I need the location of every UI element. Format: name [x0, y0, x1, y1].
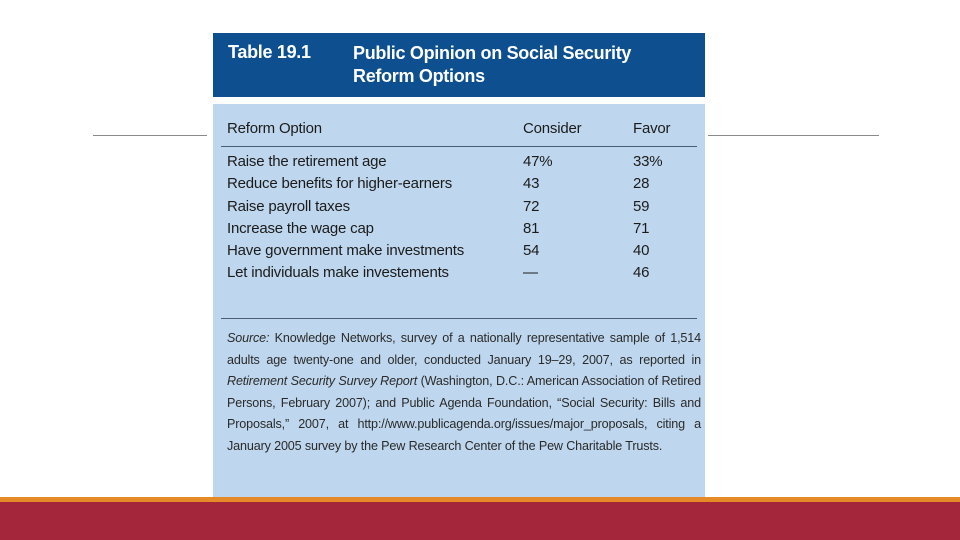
table-row: Let individuals make investements — 46	[213, 263, 705, 285]
source-report-title: Retirement Security Survey Report	[227, 374, 418, 389]
row-favor: 40	[633, 242, 650, 260]
source-text-2: (Washington, D.C.: American Association …	[227, 374, 701, 453]
row-favor: 46	[633, 264, 650, 282]
decorative-rule-right	[707, 135, 879, 136]
source-text-1: Knowledge Networks, survey of a national…	[227, 331, 701, 367]
row-consider: 43	[523, 175, 540, 193]
table-body: Reform Option Consider Favor Raise the r…	[213, 104, 705, 498]
table-number: Table 19.1	[228, 42, 311, 62]
row-option: Raise payroll taxes	[227, 197, 350, 215]
header-consider: Consider	[523, 120, 582, 137]
row-consider: 81	[523, 219, 540, 237]
table-title-bar: Table 19.1 Public Opinion on Social Secu…	[213, 33, 705, 97]
source-note: Source: Knowledge Networks, survey of a …	[227, 328, 701, 458]
row-favor: 71	[633, 219, 650, 237]
table-row: Raise the retirement age 47% 33%	[213, 152, 705, 174]
table-rows: Raise the retirement age 47% 33% Reduce …	[213, 152, 705, 286]
row-option: Have government make investments	[227, 242, 465, 260]
header-favor: Favor	[633, 120, 671, 137]
row-favor: 33%	[633, 153, 663, 170]
table-row: Have government make investments 54 40	[213, 241, 705, 263]
row-consider: —	[523, 264, 538, 282]
row-option: Let individuals make investements	[227, 264, 449, 282]
row-favor: 28	[633, 175, 650, 193]
header-reform-option: Reform Option	[227, 120, 322, 137]
source-label: Source:	[227, 331, 270, 345]
decorative-rule-left	[93, 135, 208, 136]
row-option: Raise the retirement age	[227, 153, 387, 170]
table-image: Table 19.1 Public Opinion on Social Secu…	[207, 33, 708, 498]
row-option: Reduce benefits for higher-earners	[227, 175, 452, 193]
row-consider: 47%	[523, 153, 553, 170]
table-row: Reduce benefits for higher-earners 43 28	[213, 174, 705, 196]
footer-bar	[0, 502, 960, 540]
table-header-row: Reform Option Consider Favor	[213, 104, 705, 148]
row-option: Increase the wage cap	[227, 219, 374, 237]
header-divider	[221, 146, 697, 147]
row-consider: 54	[523, 242, 540, 260]
row-favor: 59	[633, 197, 650, 215]
table-row: Raise payroll taxes 72 59	[213, 197, 705, 219]
footer-accent-bar	[0, 497, 960, 502]
rows-divider	[221, 318, 697, 319]
table-row: Increase the wage cap 81 71	[213, 219, 705, 241]
table-title: Public Opinion on Social Security Reform…	[353, 43, 632, 86]
row-consider: 72	[523, 197, 540, 215]
